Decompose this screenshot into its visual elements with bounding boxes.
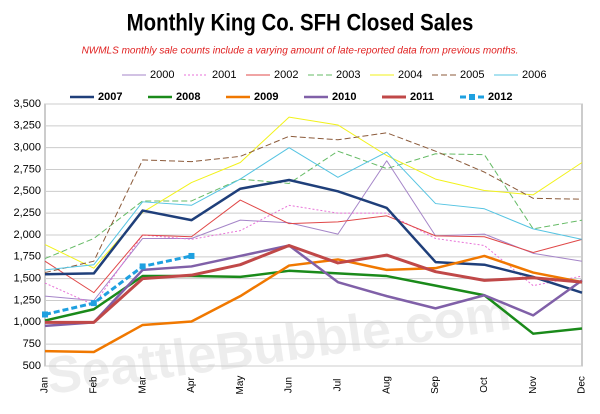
series-line	[44, 150, 583, 260]
legend-label: 2011	[410, 91, 434, 103]
y-tick-label: 3,000	[13, 142, 41, 154]
x-tick-label: Feb	[88, 376, 99, 394]
y-tick-label: 1,250	[13, 294, 41, 306]
x-tick-label: Dec	[577, 376, 588, 394]
legend-label: 2004	[398, 69, 422, 81]
series-line	[44, 199, 583, 294]
series-line	[44, 132, 583, 274]
y-tick-label: 2,500	[13, 185, 41, 197]
series-line	[44, 178, 583, 294]
x-tick-label: May	[235, 376, 246, 395]
chart-title: Monthly King Co. SFH Closed Sales	[127, 9, 474, 36]
y-tick-label: 750	[23, 338, 41, 350]
y-tick-label: 2,000	[13, 229, 41, 241]
point-marker	[90, 300, 97, 307]
legend-label: 2007	[98, 91, 122, 103]
x-tick-label: Oct	[479, 377, 490, 393]
y-tick-label: 500	[23, 360, 41, 372]
x-tick-label: Nov	[528, 376, 539, 394]
x-tick-label: Aug	[381, 376, 392, 394]
legend-label: 2002	[274, 69, 298, 81]
x-tick-label: Jul	[333, 379, 344, 392]
legend-label: 2003	[336, 69, 360, 81]
y-tick-label: 1,750	[13, 251, 41, 263]
point-marker	[139, 263, 146, 270]
x-tick-label: Apr	[186, 377, 197, 393]
series-line	[44, 160, 583, 301]
series-line	[44, 147, 583, 271]
y-tick-label: 2,250	[13, 207, 41, 219]
x-tick-label: Sep	[430, 376, 441, 394]
x-tick-label: Jun	[284, 377, 295, 393]
series-line	[44, 254, 192, 316]
legend-label: 2006	[522, 69, 546, 81]
legend-swatch-marker	[469, 94, 475, 100]
y-tick-label: 1,000	[13, 316, 41, 328]
y-tick-label: 2,750	[13, 163, 41, 175]
legend-label: 2008	[176, 91, 200, 103]
legend-label: 2001	[212, 69, 236, 81]
x-tick-label: Mar	[137, 376, 148, 394]
series-line	[44, 269, 583, 335]
series-line	[44, 116, 583, 269]
legend-label: 2005	[460, 69, 484, 81]
series-line	[44, 204, 583, 306]
y-tick-label: 1,500	[13, 273, 41, 285]
legend-label: 2009	[254, 91, 278, 103]
x-tick-label: Jan	[40, 377, 51, 393]
legend-label: 2000	[150, 69, 174, 81]
legend-label: 2010	[332, 91, 356, 103]
chart-subtitle: NWMLS monthly sale counts include a vary…	[82, 46, 519, 57]
y-tick-label: 3,500	[13, 98, 41, 110]
series-line	[45, 243, 583, 324]
point-marker	[42, 311, 48, 318]
legend-label: 2012	[488, 91, 512, 103]
series-line	[44, 244, 583, 328]
y-tick-label: 3,250	[13, 120, 41, 132]
point-marker	[188, 252, 195, 259]
